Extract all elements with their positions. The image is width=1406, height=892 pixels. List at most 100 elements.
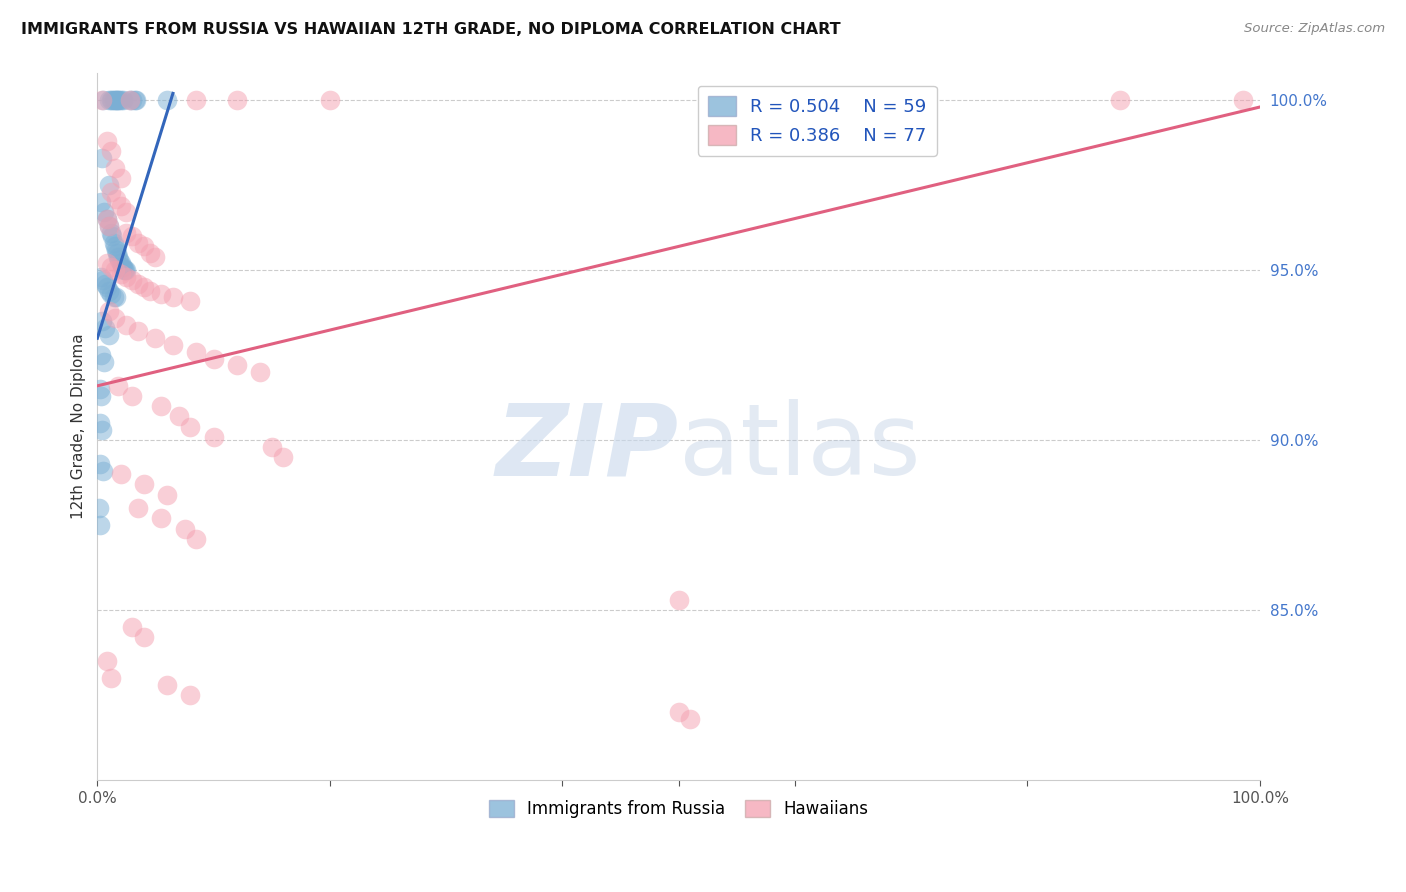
Point	[202, 351, 225, 366]
Point	[93, 205, 115, 219]
Point	[249, 365, 271, 379]
Point	[111, 260, 134, 274]
Point	[91, 93, 114, 107]
Point	[145, 250, 167, 264]
Point	[89, 457, 111, 471]
Point	[104, 161, 127, 176]
Point	[104, 192, 127, 206]
Point	[225, 93, 247, 107]
Point	[104, 263, 127, 277]
Point	[98, 219, 121, 233]
Point	[108, 93, 131, 107]
Point	[202, 430, 225, 444]
Point	[104, 93, 127, 107]
Point	[668, 593, 690, 607]
Point	[100, 144, 122, 158]
Point	[98, 327, 121, 342]
Point	[96, 256, 118, 270]
Point	[94, 277, 117, 291]
Point	[98, 284, 121, 298]
Point	[100, 671, 122, 685]
Point	[173, 522, 195, 536]
Point	[179, 293, 201, 308]
Point	[132, 631, 155, 645]
Point	[114, 263, 136, 277]
Point	[90, 270, 112, 285]
Text: atlas: atlas	[679, 400, 921, 496]
Point	[91, 93, 114, 107]
Point	[273, 450, 295, 465]
Point	[96, 280, 118, 294]
Point	[101, 229, 124, 244]
Point	[1232, 93, 1254, 107]
Point	[91, 151, 114, 165]
Point	[179, 419, 201, 434]
Point	[111, 93, 134, 107]
Point	[90, 195, 112, 210]
Point	[121, 273, 143, 287]
Point	[145, 331, 167, 345]
Point	[121, 93, 143, 107]
Point	[104, 93, 127, 107]
Point	[156, 488, 179, 502]
Point	[127, 501, 149, 516]
Point	[103, 93, 125, 107]
Point	[110, 93, 132, 107]
Point	[150, 287, 173, 301]
Point	[104, 310, 127, 325]
Point	[100, 287, 122, 301]
Point	[127, 325, 149, 339]
Point	[107, 250, 129, 264]
Point	[115, 226, 138, 240]
Text: IMMIGRANTS FROM RUSSIA VS HAWAIIAN 12TH GRADE, NO DIPLOMA CORRELATION CHART: IMMIGRANTS FROM RUSSIA VS HAWAIIAN 12TH …	[21, 22, 841, 37]
Point	[118, 93, 141, 107]
Point	[90, 348, 112, 362]
Point	[87, 501, 110, 516]
Point	[121, 620, 143, 634]
Point	[156, 93, 179, 107]
Point	[103, 290, 125, 304]
Point	[91, 273, 114, 287]
Point	[319, 93, 342, 107]
Y-axis label: 12th Grade, No Diploma: 12th Grade, No Diploma	[72, 334, 86, 519]
Point	[94, 321, 117, 335]
Point	[110, 267, 132, 281]
Text: Source: ZipAtlas.com: Source: ZipAtlas.com	[1244, 22, 1385, 36]
Point	[132, 477, 155, 491]
Point	[89, 382, 111, 396]
Point	[98, 178, 121, 193]
Point	[98, 219, 121, 233]
Point	[112, 263, 135, 277]
Point	[132, 280, 155, 294]
Point	[156, 678, 179, 692]
Point	[132, 239, 155, 253]
Point	[110, 171, 132, 186]
Point	[668, 706, 690, 720]
Point	[103, 235, 125, 250]
Point	[93, 355, 115, 369]
Point	[100, 226, 122, 240]
Point	[115, 263, 138, 277]
Point	[96, 212, 118, 227]
Point	[150, 399, 173, 413]
Point	[107, 379, 129, 393]
Point	[110, 198, 132, 212]
Point	[89, 518, 111, 533]
Point	[100, 93, 122, 107]
Point	[179, 688, 201, 702]
Point	[115, 205, 138, 219]
Point	[105, 93, 128, 107]
Point	[162, 338, 184, 352]
Point	[150, 511, 173, 525]
Point	[118, 93, 141, 107]
Point	[121, 229, 143, 244]
Point	[1109, 93, 1132, 107]
Point	[91, 423, 114, 437]
Point	[96, 654, 118, 668]
Point	[127, 277, 149, 291]
Legend: Immigrants from Russia, Hawaiians: Immigrants from Russia, Hawaiians	[482, 794, 876, 825]
Point	[89, 416, 111, 430]
Point	[104, 243, 127, 257]
Point	[104, 239, 127, 253]
Point	[96, 212, 118, 227]
